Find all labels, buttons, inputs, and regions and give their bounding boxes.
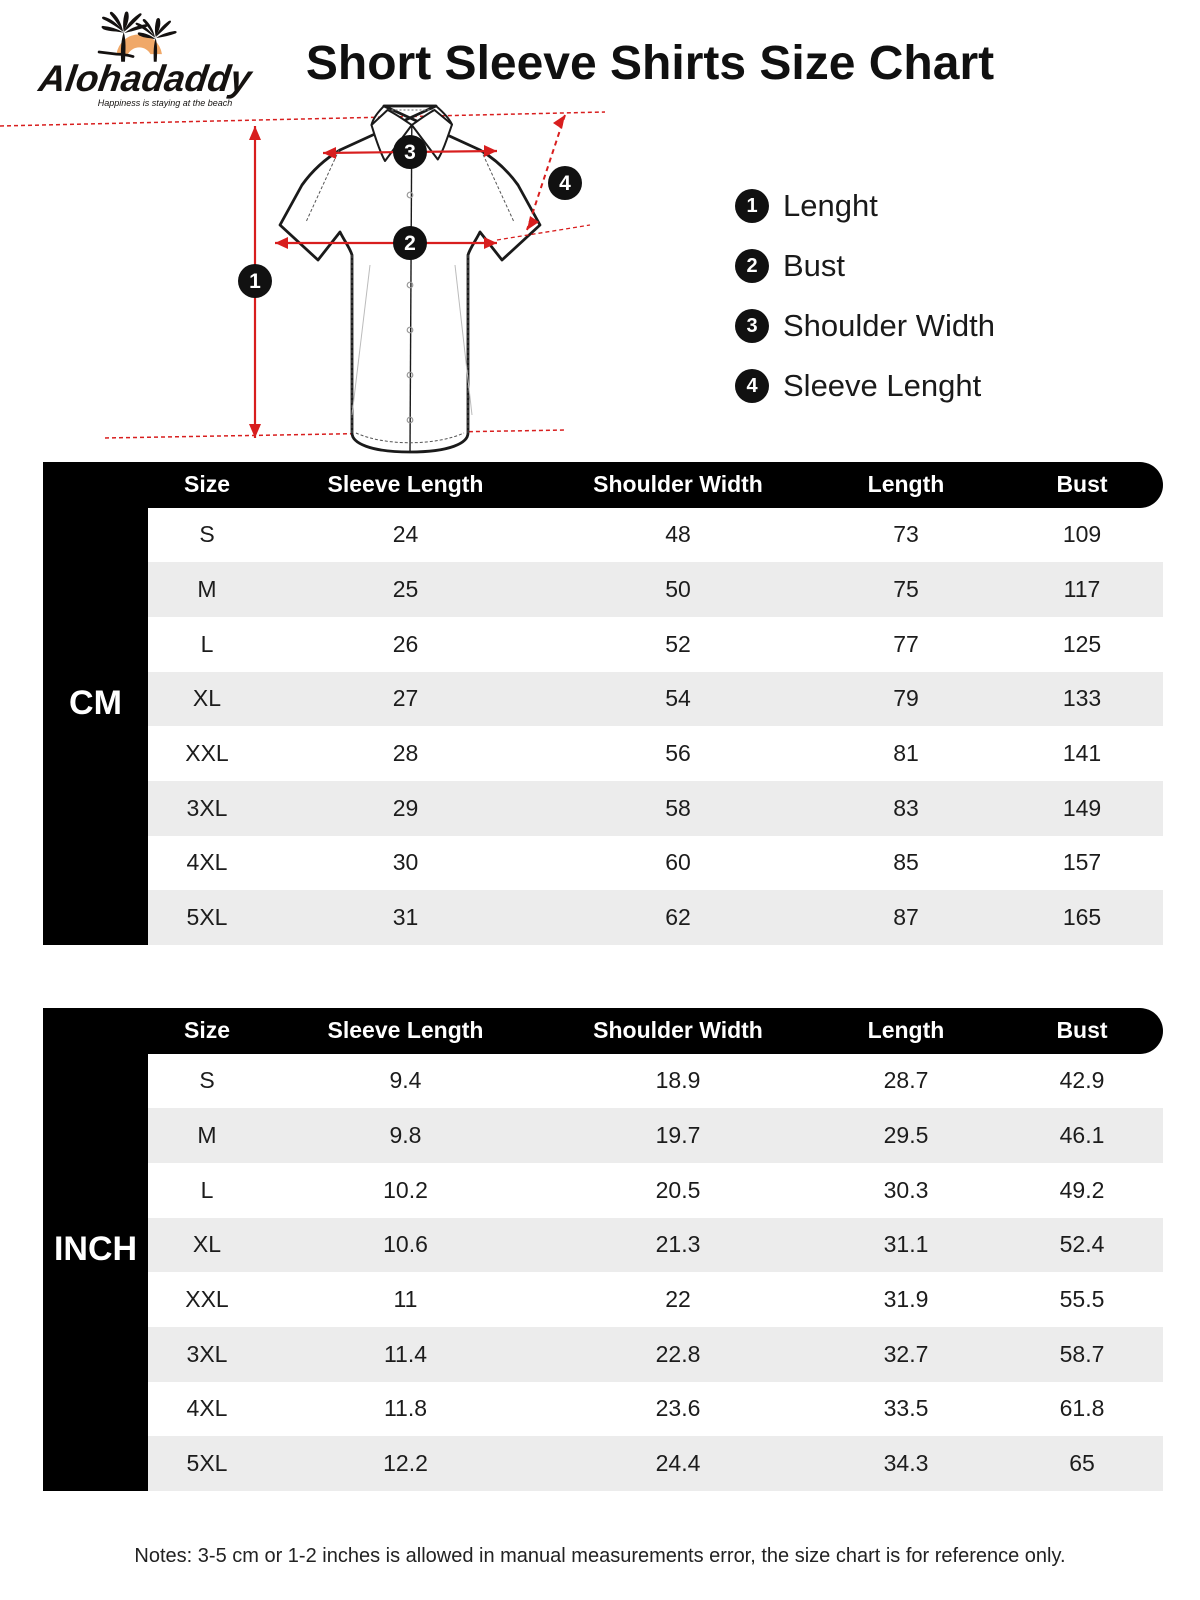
- svg-text:1: 1: [249, 270, 261, 293]
- svg-text:3: 3: [404, 141, 416, 164]
- svg-text:4: 4: [559, 172, 571, 195]
- svg-text:2: 2: [404, 232, 416, 255]
